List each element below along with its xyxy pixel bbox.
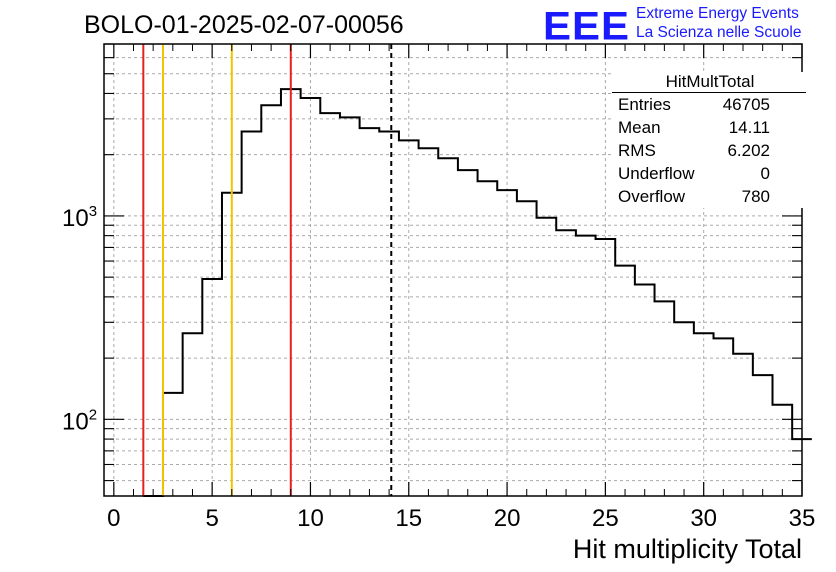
histogram-bin <box>360 128 380 496</box>
x-tick-label: 30 <box>690 505 717 532</box>
stats-label: Mean <box>618 118 661 137</box>
stats-row-rms: RMS 6.202 <box>612 139 806 162</box>
y-tick-label: 102 <box>62 406 97 435</box>
y-tick-exponent: 2 <box>89 406 97 423</box>
x-tick-label: 10 <box>297 505 324 532</box>
histogram-bin <box>458 170 478 496</box>
stats-box: HitMultTotal Entries 46705 Mean 14.11 RM… <box>612 72 806 208</box>
stats-rows: Entries 46705 Mean 14.11 RMS 6.202 Under… <box>612 93 806 208</box>
stats-value: 780 <box>741 187 770 206</box>
histogram-bin <box>615 266 635 496</box>
logo-line-1: Extreme Energy Events <box>636 5 799 22</box>
stats-row-overflow: Overflow 780 <box>612 185 806 208</box>
x-tick-label: 20 <box>494 505 521 532</box>
stats-label: Entries <box>618 95 671 114</box>
histogram-bin <box>655 301 675 496</box>
stats-value: 46705 <box>722 95 770 114</box>
histogram-bin <box>753 375 773 496</box>
histogram-bin <box>261 105 281 496</box>
histogram-bin <box>714 338 734 496</box>
histogram-outline <box>143 88 812 497</box>
stats-value: 0 <box>760 164 770 183</box>
histogram-bin <box>733 354 753 496</box>
y-tick-base: 10 <box>62 408 89 435</box>
eee-logo: EEE <box>543 3 631 48</box>
histogram-bin <box>379 132 399 496</box>
x-tick-label: 0 <box>107 505 120 532</box>
histogram-bin <box>242 132 262 496</box>
y-tick-exponent: 3 <box>89 203 97 220</box>
stats-value: 14.11 <box>728 118 770 137</box>
stats-row-underflow: Underflow 0 <box>612 162 806 185</box>
stats-label: Overflow <box>618 187 686 206</box>
x-tick-label: 35 <box>789 505 816 532</box>
stats-label: Underflow <box>618 164 695 183</box>
histogram-series <box>143 88 812 497</box>
histogram-bin <box>674 322 694 496</box>
y-tick-base: 10 <box>62 205 89 232</box>
plot-frame <box>103 43 803 497</box>
histogram-bin <box>438 158 458 496</box>
x-tick-label: 15 <box>395 505 422 532</box>
x-axis-label: Hit multiplicity Total <box>573 534 802 564</box>
marker-lines <box>142 44 393 496</box>
histogram-bin <box>576 236 596 496</box>
histogram-bin <box>556 230 576 496</box>
stats-row-entries: Entries 46705 <box>612 93 806 116</box>
histogram-bin <box>517 201 537 496</box>
histogram-bin <box>320 113 340 496</box>
y-tick-label: 103 <box>62 203 97 232</box>
x-tick-label: 25 <box>592 505 619 532</box>
stats-label: RMS <box>618 141 656 160</box>
plot-title: BOLO-01-2025-02-07-00056 <box>84 11 404 39</box>
stats-value: 6.202 <box>727 141 770 160</box>
histogram-bin <box>773 405 793 496</box>
stats-title: HitMultTotal <box>612 72 806 93</box>
logo-text: Extreme Energy Events La Scienza nelle S… <box>636 4 801 42</box>
stats-row-mean: Mean 14.11 <box>612 116 806 139</box>
histogram-bin <box>537 218 557 496</box>
histogram-bin <box>183 333 203 496</box>
histogram-bin <box>478 181 498 496</box>
logo-line-2: La Scienza nelle Scuole <box>636 24 802 41</box>
x-tick-label: 5 <box>205 505 218 532</box>
